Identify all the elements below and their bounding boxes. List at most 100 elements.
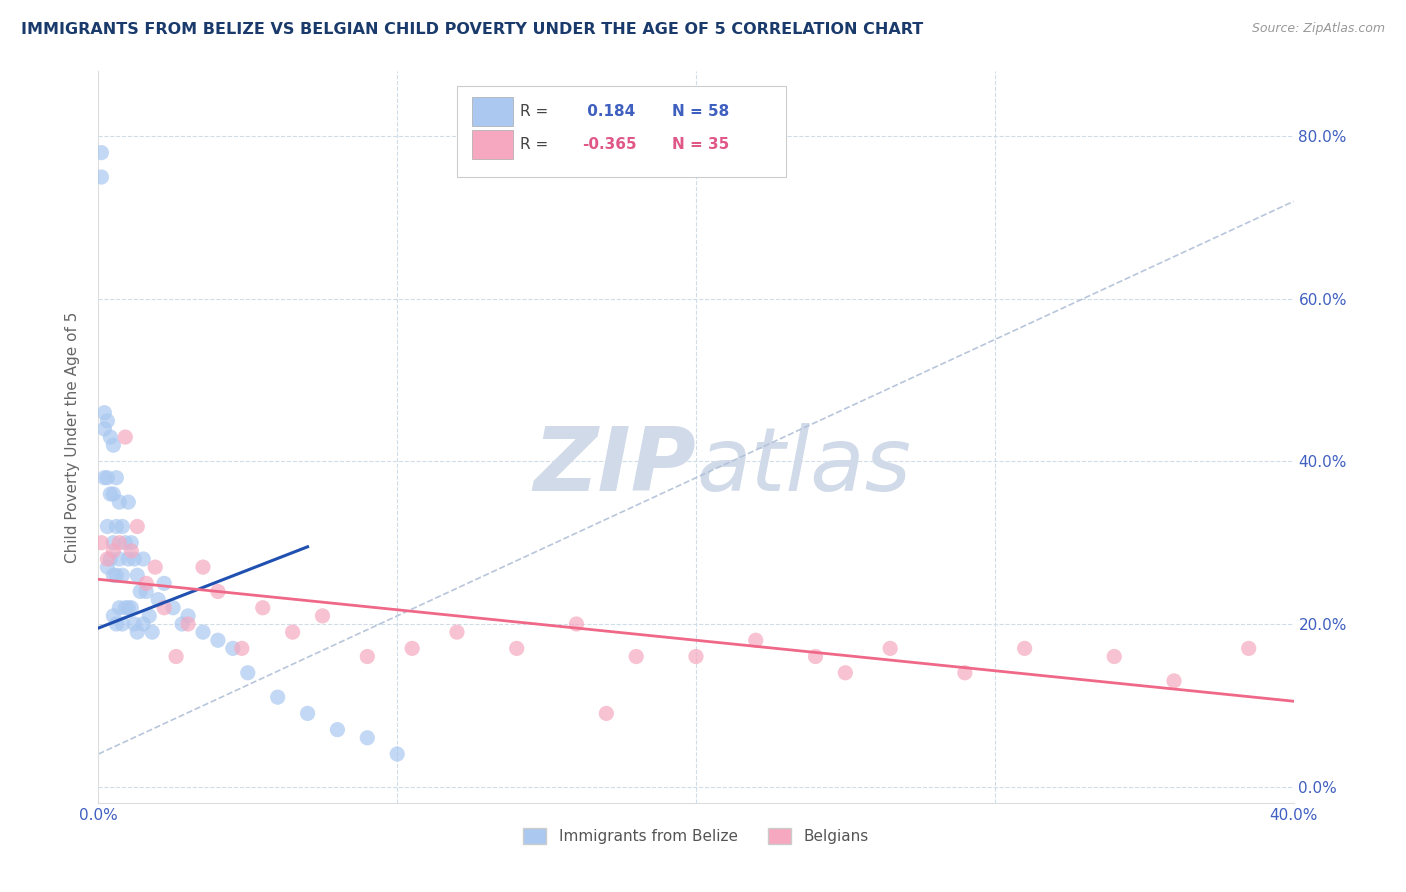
Point [326, 723, 349, 737]
Point [108, 600, 131, 615]
Point [127, 625, 149, 640]
FancyBboxPatch shape [472, 130, 513, 159]
Point [879, 641, 901, 656]
Point [120, 544, 142, 558]
Point [1104, 649, 1126, 664]
Legend: Immigrants from Belize, Belgians: Immigrants from Belize, Belgians [517, 822, 875, 850]
Point [356, 649, 378, 664]
Point [117, 600, 139, 615]
Text: atlas: atlas [696, 424, 911, 509]
Point [93, 471, 115, 485]
Point [207, 584, 229, 599]
Point [114, 600, 136, 615]
Point [108, 535, 131, 549]
Point [96, 519, 118, 533]
Point [311, 608, 333, 623]
Point [804, 649, 827, 664]
Point [685, 649, 707, 664]
Point [1014, 641, 1036, 656]
Point [138, 608, 160, 623]
Point [953, 665, 976, 680]
Point [124, 617, 146, 632]
Point [252, 600, 274, 615]
Point [172, 617, 194, 632]
Point [103, 568, 125, 582]
Point [105, 568, 128, 582]
Point [103, 487, 125, 501]
Point [117, 495, 139, 509]
Point [96, 560, 118, 574]
Point [96, 471, 118, 485]
Point [281, 625, 304, 640]
Point [231, 641, 253, 656]
Point [153, 576, 176, 591]
Point [1163, 673, 1185, 688]
Text: R =: R = [520, 137, 554, 152]
Point [1237, 641, 1260, 656]
Point [401, 641, 423, 656]
Point [132, 552, 155, 566]
Point [105, 617, 128, 632]
Point [165, 649, 187, 664]
Point [96, 414, 118, 428]
Point [236, 665, 259, 680]
Point [90, 169, 112, 184]
Point [111, 568, 134, 582]
Point [565, 617, 588, 632]
Point [191, 625, 214, 640]
Text: -0.365: -0.365 [582, 137, 637, 152]
Point [108, 552, 131, 566]
Point [626, 649, 648, 664]
Point [105, 519, 128, 533]
Point [143, 560, 166, 574]
Point [177, 608, 200, 623]
Point [103, 535, 125, 549]
Point [111, 617, 134, 632]
Point [132, 617, 155, 632]
Point [120, 600, 142, 615]
Point [120, 535, 142, 549]
Point [90, 145, 112, 160]
Point [267, 690, 290, 705]
Point [108, 495, 131, 509]
Point [105, 471, 128, 485]
Point [93, 422, 115, 436]
FancyBboxPatch shape [472, 97, 513, 127]
Point [595, 706, 617, 721]
Point [124, 552, 146, 566]
Text: IMMIGRANTS FROM BELIZE VS BELGIAN CHILD POVERTY UNDER THE AGE OF 5 CORRELATION C: IMMIGRANTS FROM BELIZE VS BELGIAN CHILD … [21, 22, 924, 37]
Point [103, 544, 125, 558]
Point [506, 641, 529, 656]
Point [114, 535, 136, 549]
Point [745, 633, 768, 648]
Y-axis label: Child Poverty Under the Age of 5: Child Poverty Under the Age of 5 [65, 311, 80, 563]
Point [222, 641, 245, 656]
Text: N = 35: N = 35 [672, 137, 730, 152]
Point [385, 747, 409, 761]
Point [135, 584, 157, 599]
Point [117, 552, 139, 566]
Point [207, 633, 229, 648]
Text: ZIP: ZIP [533, 423, 696, 510]
Point [834, 665, 856, 680]
Point [127, 568, 149, 582]
Text: 0.184: 0.184 [582, 104, 636, 120]
Point [96, 552, 118, 566]
Point [98, 487, 122, 501]
FancyBboxPatch shape [457, 86, 786, 178]
Text: R =: R = [520, 104, 554, 120]
Point [141, 625, 163, 640]
Point [90, 535, 112, 549]
Point [111, 519, 134, 533]
Point [98, 430, 122, 444]
Point [103, 438, 125, 452]
Point [191, 560, 214, 574]
Point [297, 706, 319, 721]
Point [162, 600, 184, 615]
Text: Source: ZipAtlas.com: Source: ZipAtlas.com [1251, 22, 1385, 36]
Point [153, 600, 176, 615]
Point [135, 576, 157, 591]
Point [98, 552, 122, 566]
Point [446, 625, 468, 640]
Point [103, 608, 125, 623]
